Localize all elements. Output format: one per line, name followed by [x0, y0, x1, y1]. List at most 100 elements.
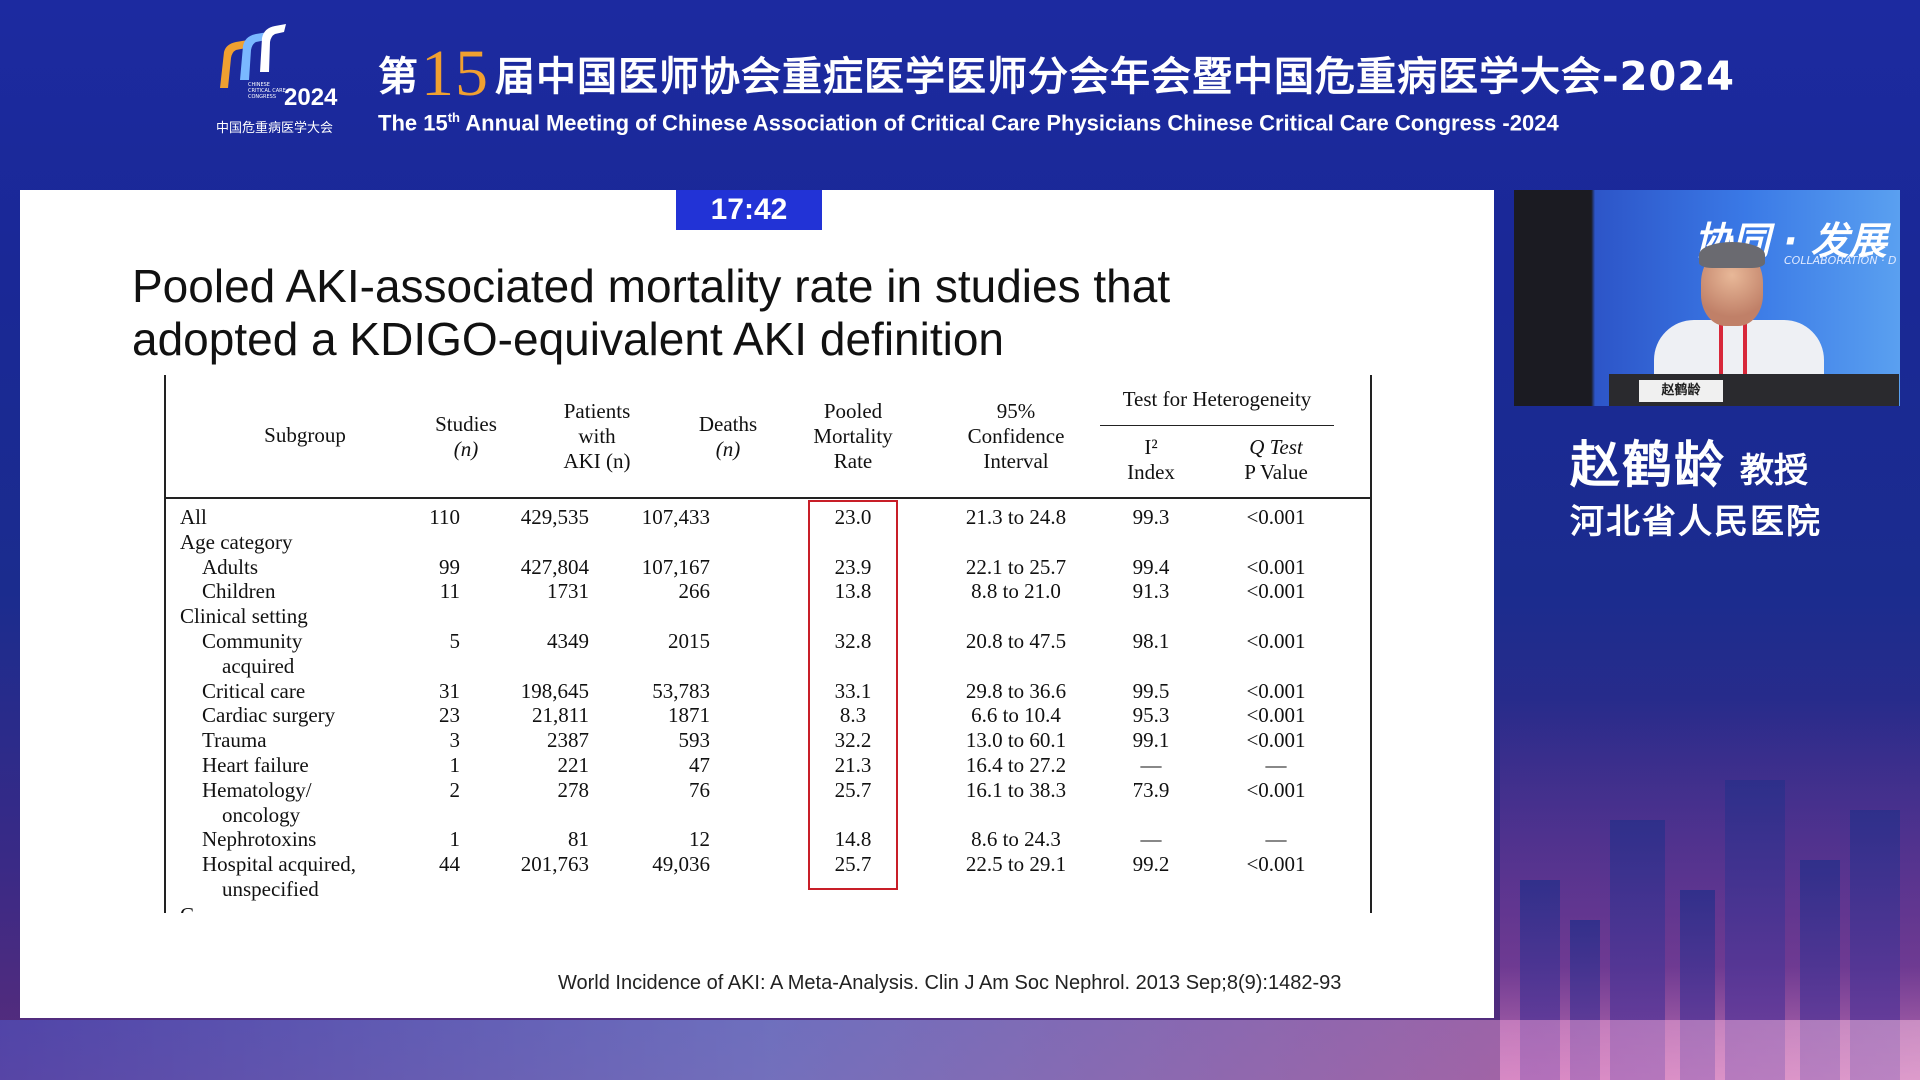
- header-rate-line: Mortality: [813, 424, 893, 448]
- cell-rate: 23.9: [834, 554, 872, 579]
- logo-subtitle: 中国危重病医学大会: [216, 121, 334, 136]
- building-shape: [1610, 820, 1665, 1080]
- cell-ci: 8.8 to 21.0: [971, 579, 1061, 604]
- header-subgroup: Subgroup: [264, 423, 346, 447]
- table-row: Hospital acquired, 44 201,763 49,036 25.7 22.…: [166, 852, 1370, 877]
- cell-deaths: 53,783: [652, 678, 710, 703]
- cell-studies: 23: [439, 703, 460, 728]
- table-row: oncology: [166, 803, 1370, 828]
- logo-small-text: CHINESE CRITICAL CARE CONGRESS: [248, 82, 286, 100]
- table-row: unspecified: [166, 877, 1370, 902]
- cell-subgroup: Age category: [180, 529, 293, 554]
- header-patients-line: AKI (n): [563, 449, 631, 473]
- header-rate-line: Pooled: [823, 399, 883, 423]
- cell-ci: 8.6 to 24.3: [971, 827, 1061, 852]
- cell-subgroup: Community: [202, 629, 303, 653]
- cell-i2: 95.3: [1132, 703, 1170, 728]
- cell-i2: —: [1140, 827, 1162, 852]
- table-row: Heart failure 1 221 47 21.3 16.4 to 27.2 — —: [166, 753, 1370, 778]
- cell-q: <0.001: [1246, 678, 1306, 703]
- cell-studies: 11: [439, 579, 460, 604]
- speaker-organization: 河北省人民医院: [1570, 502, 1822, 542]
- cell-rate: 13.8: [834, 579, 872, 604]
- congress-logo: CHINESE CRITICAL CARE CONGRESS 2024 中国危重…: [214, 22, 349, 136]
- table-row: Children 11 1731 266 13.8 8.8 to 21.0 91.3 <0.0…: [166, 579, 1370, 604]
- cell-studies: 5: [449, 629, 461, 653]
- stage-light-strip: [0, 1020, 1920, 1080]
- header-ci-line: 95%: [996, 399, 1036, 423]
- building-shape: [1680, 890, 1715, 1080]
- header-ci-line: Confidence: [967, 424, 1065, 448]
- cell-deaths: 266: [678, 579, 711, 604]
- table-row: All 110 429,535 107,433 23.0 21.3 to 24.8 99.3…: [166, 505, 1370, 530]
- cell-i2: 98.1: [1132, 629, 1170, 653]
- speaker-title: 教授: [1740, 451, 1808, 491]
- table-row: acquired: [166, 654, 1370, 679]
- cell-rate: 25.7: [834, 777, 872, 802]
- building-shape: [1800, 860, 1840, 1080]
- speaker-lanyard: [1719, 322, 1747, 382]
- cell-deaths: 49,036: [652, 852, 710, 877]
- cell-subgroup: Clinical setting: [180, 604, 308, 629]
- cell-i2: 91.3: [1132, 579, 1170, 604]
- cell-i2: 99.3: [1132, 505, 1170, 529]
- conference-title-chinese: 第 15 届中国医师协会重症医学医师分会年会暨中国危重病医学大会-2024: [378, 37, 1735, 110]
- cell-ci: 16.4 to 27.2: [965, 753, 1067, 777]
- cell-studies: 99: [439, 554, 460, 579]
- header-studies-line: (n): [453, 437, 479, 461]
- pooled-rate-highlight-box: [808, 500, 898, 890]
- header-q-line: Q Test: [1249, 435, 1303, 459]
- cell-studies: 3: [449, 728, 461, 753]
- header-deaths-line: Deaths: [698, 412, 758, 436]
- header-patients-line: with: [578, 424, 616, 448]
- cell-q: —: [1265, 827, 1287, 852]
- cell-subgroup: Hospital acquired,: [202, 852, 356, 877]
- table-header: Subgroup Studies (n) Patients with AKI (…: [166, 375, 1370, 499]
- title-cn-number: 15: [421, 37, 489, 110]
- cell-rate: 14.8: [834, 827, 872, 852]
- cell-i2: 99.5: [1132, 678, 1170, 703]
- header-deaths-line: (n): [715, 437, 741, 461]
- cell-ci: 13.0 to 60.1: [965, 728, 1067, 753]
- header-i2-line: I²: [1144, 435, 1158, 459]
- cell-rate: 21.3: [834, 753, 872, 777]
- table-row: Clinical setting: [166, 604, 1370, 629]
- header-patients: Patients with AKI (n): [532, 399, 662, 474]
- slide-title: Pooled AKI-associated mortality rate in …: [132, 260, 1332, 366]
- cell-ci: 20.8 to 47.5: [965, 629, 1067, 653]
- cell-q: <0.001: [1246, 579, 1306, 604]
- conference-title-english: The 15th Annual Meeting of Chinese Assoc…: [378, 110, 1559, 136]
- cell-deaths: 1871: [668, 703, 710, 728]
- cell-subgroup: Heart failure: [202, 753, 309, 777]
- cell-rate: 25.7: [834, 852, 872, 877]
- presentation-slide: 17:42 Pooled AKI-associated mortality ra…: [20, 190, 1494, 1018]
- table-row: Critical care 31 198,645 53,783 33.1 29.8 to …: [166, 679, 1370, 704]
- cell-rate: 32.2: [834, 728, 872, 753]
- header-studies: Studies (n): [416, 412, 516, 462]
- cell-subgroup: unspecified: [222, 877, 319, 901]
- cell-subgroup: acquired: [222, 653, 295, 678]
- cell-deaths: 107,167: [641, 554, 710, 579]
- cell-ci: 16.1 to 38.3: [965, 777, 1067, 802]
- cell-subgroup: oncology: [222, 802, 301, 827]
- building-shape: [1850, 810, 1900, 1080]
- cell-deaths: 593: [678, 728, 711, 753]
- table-row: Age category: [166, 530, 1370, 555]
- cell-subgroup: Trauma: [202, 728, 267, 753]
- cell-patients: 4349: [547, 629, 589, 653]
- cell-ci: 29.8 to 36.6: [965, 678, 1067, 703]
- header-patients-line: Patients: [563, 399, 631, 423]
- cell-patients: 278: [557, 777, 590, 802]
- cell-deaths: 2015: [668, 629, 710, 653]
- header-deaths: Deaths (n): [678, 412, 778, 462]
- header-i2-line: Index: [1127, 460, 1175, 484]
- cell-q: <0.001: [1246, 554, 1306, 579]
- header-studies-line: Studies: [435, 412, 497, 436]
- cell-patients: 81: [568, 827, 589, 852]
- mortality-table: Subgroup Studies (n) Patients with AKI (…: [164, 375, 1372, 913]
- cell-rate: 8.3: [839, 703, 867, 728]
- video-banner-subtext: COLLABORATION · D: [1784, 254, 1897, 267]
- logo-year: 2024: [284, 84, 338, 111]
- cell-i2: 99.1: [1132, 728, 1170, 753]
- cell-studies: 1: [449, 753, 461, 777]
